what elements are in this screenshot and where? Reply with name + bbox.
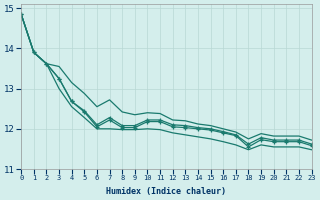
X-axis label: Humidex (Indice chaleur): Humidex (Indice chaleur) <box>106 187 226 196</box>
